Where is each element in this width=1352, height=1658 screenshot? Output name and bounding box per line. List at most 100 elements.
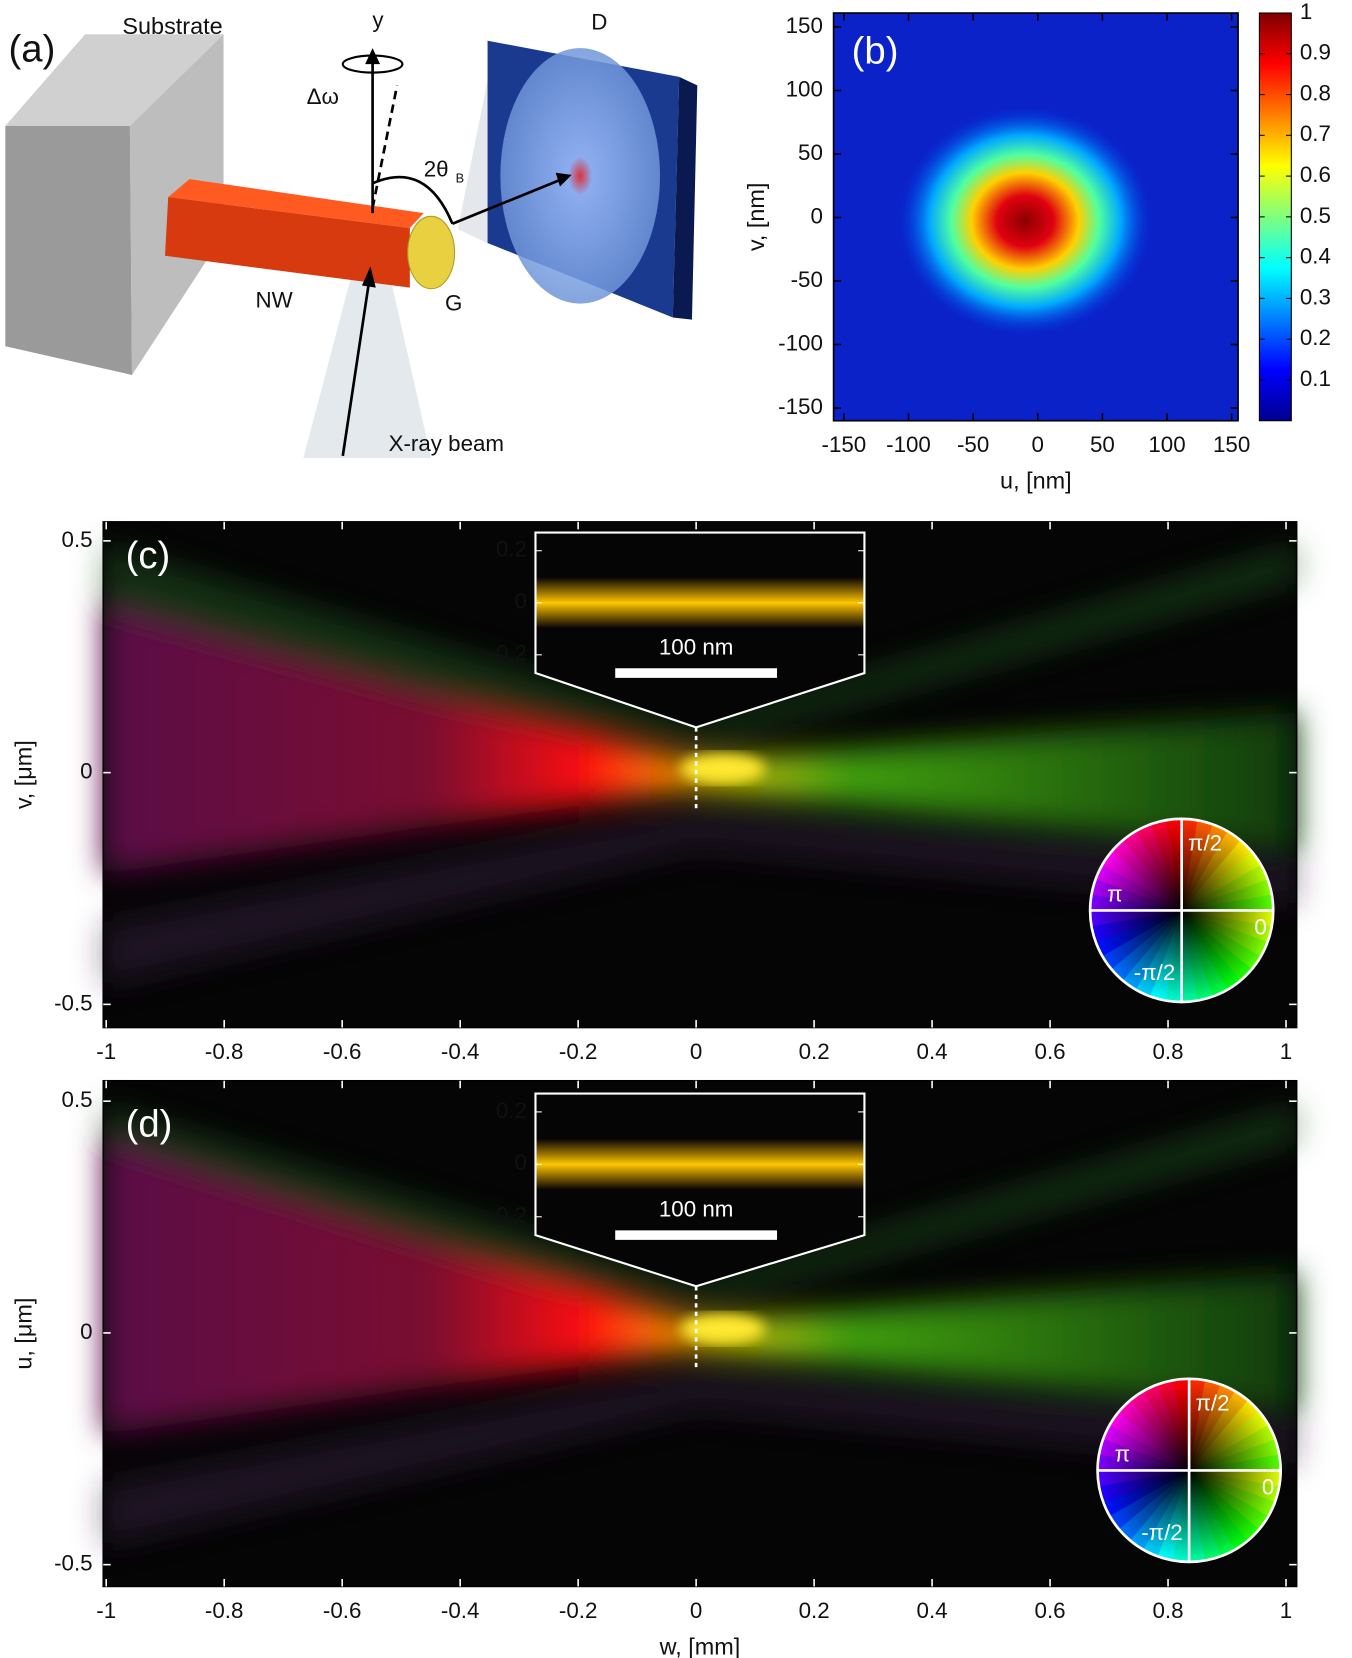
beam (103, 1105, 1297, 1546)
label: NW (255, 287, 293, 312)
inset-tick-label: 0.2 (496, 1098, 527, 1123)
phase-label: 0 (1254, 914, 1266, 939)
y-tick-label: 50 (798, 140, 823, 165)
x-tick-label: -100 (886, 432, 931, 457)
inset-tick-label: 0 (515, 1150, 527, 1175)
panel-label: (c) (126, 534, 171, 577)
colorbar-tick-label: 0.3 (1300, 284, 1331, 309)
y-tick-label: 150 (786, 13, 823, 38)
beam-band (103, 545, 1297, 748)
inset-focus (535, 577, 865, 629)
x-tick-label: -50 (957, 432, 989, 457)
beam-band (103, 1105, 1297, 1308)
label: Δω (307, 84, 339, 109)
beam-right (696, 1272, 1297, 1414)
x-tick-label: 1 (1280, 1598, 1292, 1623)
label: B (456, 170, 465, 185)
x-tick-label: -1 (96, 1039, 116, 1064)
inset-tick-label: 0.2 (496, 537, 527, 562)
x-tick-label: -0.6 (323, 1598, 362, 1623)
y-axis-label: v, [nm] (743, 183, 769, 251)
colorbar-tick-label: 0.4 (1300, 244, 1331, 269)
x-tick-label: 0.8 (1153, 1039, 1184, 1064)
y-tick-label: -0.5 (54, 1551, 93, 1576)
diagram: (a) Substrate y Δω 2θ B D NW G X-ray bea… (5, 7, 698, 458)
y-axis-label: u, [μm] (11, 1298, 37, 1370)
inset-background (535, 673, 865, 728)
phase-wheel: π/2 π 0 -π/2 (1096, 1377, 1283, 1564)
colorbar-tick-label: 0.7 (1300, 121, 1331, 146)
phase-label: -π/2 (1141, 1520, 1183, 1545)
phase-label: π (1107, 881, 1122, 906)
inset-frame (534, 531, 866, 729)
x-tick-label: 0.2 (799, 1598, 830, 1623)
scale-bar-label: 100 nm (659, 634, 734, 659)
y-tick-label: -150 (778, 394, 823, 419)
colorbar-tick-label: 0.8 (1300, 80, 1331, 105)
x-tick-label: -0.2 (559, 1598, 598, 1623)
detector-side (672, 76, 698, 320)
x-tick-label: 100 (1148, 432, 1185, 457)
label: G (445, 291, 462, 316)
x-tick-label: 50 (1090, 432, 1115, 457)
xray-cone (303, 255, 432, 458)
x-tick-label: 0.8 (1153, 1598, 1184, 1623)
x-tick-label: -0.6 (323, 1039, 362, 1064)
gold-particle (407, 215, 456, 290)
label: Substrate (122, 13, 222, 39)
inset-background (535, 1235, 865, 1287)
x-axis-label: w, [mm] (659, 1633, 741, 1658)
nanowire-front (165, 197, 410, 288)
colorbar-tick-label: 0.2 (1300, 325, 1331, 350)
arrow-head (555, 172, 572, 187)
phase-border (1096, 1377, 1283, 1564)
y-tick-label: 0 (80, 1319, 92, 1344)
inset-tick-label: 0 (515, 589, 527, 614)
y-tick-label: -100 (778, 330, 823, 355)
panel-label: (d) (126, 1103, 173, 1146)
beam-band (103, 813, 1297, 986)
y-tick-label: -50 (791, 267, 823, 292)
x-tick-label: -0.2 (559, 1039, 598, 1064)
x-tick-label: -0.4 (441, 1598, 480, 1623)
phase-border (1088, 817, 1275, 1004)
scale-bar-label: 100 nm (659, 1197, 734, 1222)
phase-label: -π/2 (1134, 960, 1176, 985)
y-tick-label: 0 (810, 203, 822, 228)
y-tick-label: 0.5 (62, 1087, 93, 1112)
label: D (591, 10, 607, 35)
beam-band (103, 1373, 1297, 1546)
angle-arc (372, 175, 454, 225)
colorbar-tick-label: 0.6 (1300, 162, 1331, 187)
phase-label: π/2 (1196, 1390, 1230, 1415)
rotated-axis (371, 85, 399, 209)
beam (103, 545, 1297, 986)
x-axis-label: u, [nm] (1000, 468, 1072, 494)
inset-focus (535, 1138, 865, 1190)
inset-frame (534, 1092, 866, 1288)
beam-right (696, 711, 1297, 854)
inset-tick-label: -0.2 (488, 1203, 527, 1228)
x-tick-label: 0.4 (917, 1598, 948, 1623)
phase-label: π (1115, 1441, 1130, 1466)
x-tick-label: 1 (1280, 1039, 1292, 1064)
y-tick-label: 0.5 (62, 527, 93, 552)
substrate-front (5, 125, 133, 375)
x-tick-label: -150 (822, 432, 867, 457)
x-tick-label: -0.8 (205, 1039, 244, 1064)
diffraction-cone (457, 58, 492, 246)
colorbar-tick-label: 1 (1300, 0, 1312, 24)
panel-label: (b) (852, 30, 899, 73)
focus (680, 753, 766, 784)
inset-tick-label: -0.2 (488, 641, 527, 666)
beam-left (103, 600, 697, 874)
plot (833, 13, 1239, 421)
x-tick-label: -0.4 (441, 1039, 480, 1064)
substrate-top (5, 34, 224, 126)
phase-label: π/2 (1188, 830, 1222, 855)
x-tick-label: -1 (96, 1598, 116, 1623)
phase-wheel: π/2 π 0 -π/2 (1088, 817, 1275, 1004)
colorbar-tick-label: 0.5 (1300, 203, 1331, 228)
